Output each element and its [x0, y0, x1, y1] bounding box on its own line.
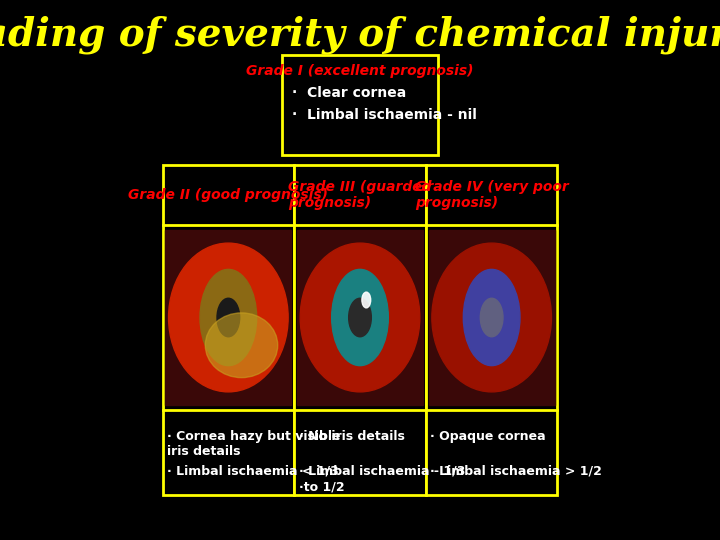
Ellipse shape [205, 313, 278, 377]
Text: · Limbal ischaemia < 1/3: · Limbal ischaemia < 1/3 [167, 465, 339, 478]
Bar [166, 230, 292, 405]
Text: Grade III (guarded
prognosis): Grade III (guarded prognosis) [288, 180, 432, 210]
Bar [297, 230, 423, 405]
Ellipse shape [300, 243, 420, 392]
FancyBboxPatch shape [282, 55, 438, 155]
Ellipse shape [348, 298, 372, 337]
Text: Grading of severity of chemical injuries: Grading of severity of chemical injuries [0, 16, 720, 54]
Text: · No iris details: · No iris details [299, 430, 405, 443]
Text: Grade II (good prognosis): Grade II (good prognosis) [128, 188, 328, 202]
Text: Grade IV (very poor
prognosis): Grade IV (very poor prognosis) [415, 180, 569, 210]
Text: Grade I (excellent prognosis): Grade I (excellent prognosis) [246, 64, 474, 78]
Ellipse shape [168, 243, 288, 392]
Ellipse shape [464, 269, 520, 366]
Text: ·  Limbal ischaemia - nil: · Limbal ischaemia - nil [292, 108, 477, 122]
Text: · Opaque cornea: · Opaque cornea [431, 430, 546, 443]
FancyBboxPatch shape [294, 165, 426, 495]
Ellipse shape [200, 269, 256, 366]
Bar [428, 230, 554, 405]
Text: ·  Clear cornea: · Clear cornea [292, 86, 407, 100]
Ellipse shape [480, 298, 503, 337]
Text: · Limbal ischaemia > 1/2: · Limbal ischaemia > 1/2 [431, 465, 603, 478]
FancyBboxPatch shape [163, 165, 294, 495]
FancyBboxPatch shape [426, 165, 557, 495]
Ellipse shape [217, 298, 240, 337]
Ellipse shape [432, 243, 552, 392]
Ellipse shape [362, 292, 371, 308]
Text: · Cornea hazy but visible
iris details: · Cornea hazy but visible iris details [167, 430, 341, 458]
Ellipse shape [332, 269, 388, 366]
Text: · Limbal ischaemia - 1/3
·to 1/2: · Limbal ischaemia - 1/3 ·to 1/2 [299, 465, 465, 493]
